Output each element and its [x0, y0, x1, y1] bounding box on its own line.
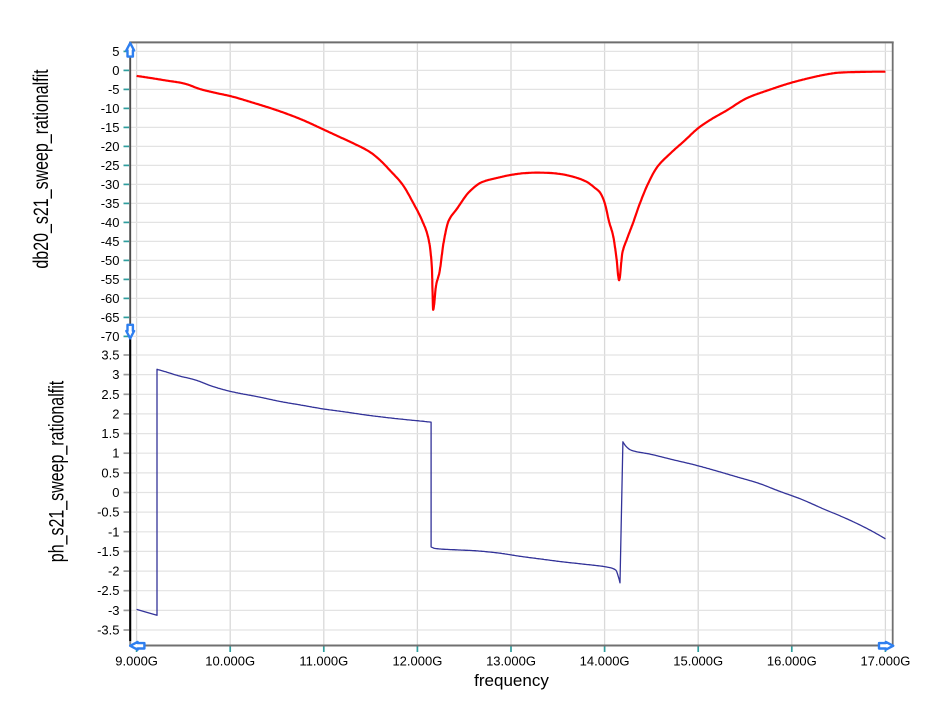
svg-text:-45: -45 — [101, 234, 120, 249]
svg-text:2.5: 2.5 — [101, 387, 119, 402]
svg-text:-1: -1 — [108, 524, 120, 539]
svg-text:-50: -50 — [101, 253, 120, 268]
svg-text:0.5: 0.5 — [101, 465, 119, 480]
svg-text:1.5: 1.5 — [101, 426, 119, 441]
svg-text:-3.5: -3.5 — [97, 623, 119, 638]
svg-text:13.000G: 13.000G — [486, 654, 536, 669]
svg-text:1: 1 — [112, 446, 119, 461]
svg-text:2: 2 — [112, 406, 119, 421]
svg-text:-10: -10 — [101, 101, 120, 116]
svg-text:0: 0 — [112, 485, 119, 500]
svg-text:-20: -20 — [101, 139, 120, 154]
svg-text:9.000G: 9.000G — [115, 654, 158, 669]
svg-text:-2: -2 — [108, 564, 120, 579]
svg-text:-15: -15 — [101, 120, 120, 135]
svg-text:ph_s21_sweep_rationalfit: ph_s21_sweep_rationalfit — [45, 380, 69, 562]
svg-text:-3: -3 — [108, 603, 120, 618]
svg-text:3: 3 — [112, 367, 119, 382]
svg-text:db20_s21_sweep_rationalfit: db20_s21_sweep_rationalfit — [30, 69, 54, 269]
svg-text:-1.5: -1.5 — [97, 544, 119, 559]
svg-text:-2.5: -2.5 — [97, 583, 119, 598]
svg-text:-60: -60 — [101, 291, 120, 306]
svg-text:5: 5 — [112, 44, 119, 59]
svg-text:12.000G: 12.000G — [392, 654, 442, 669]
svg-text:15.000G: 15.000G — [673, 654, 723, 669]
svg-text:frequency: frequency — [474, 671, 549, 690]
svg-text:-65: -65 — [101, 310, 120, 325]
svg-text:17.000G: 17.000G — [860, 654, 910, 669]
svg-text:-25: -25 — [101, 158, 120, 173]
svg-text:11.000G: 11.000G — [299, 654, 348, 669]
svg-text:-55: -55 — [101, 272, 120, 287]
svg-text:-70: -70 — [101, 329, 120, 344]
svg-text:-0.5: -0.5 — [97, 505, 119, 520]
svg-text:-35: -35 — [101, 196, 120, 211]
svg-text:16.000G: 16.000G — [767, 654, 817, 669]
svg-text:-30: -30 — [101, 177, 120, 192]
svg-text:-40: -40 — [101, 215, 120, 230]
svg-text:14.000G: 14.000G — [580, 654, 630, 669]
svg-text:3.5: 3.5 — [101, 348, 119, 363]
svg-text:0: 0 — [112, 63, 119, 78]
svg-text:-5: -5 — [108, 82, 120, 97]
svg-text:10.000G: 10.000G — [205, 654, 255, 669]
